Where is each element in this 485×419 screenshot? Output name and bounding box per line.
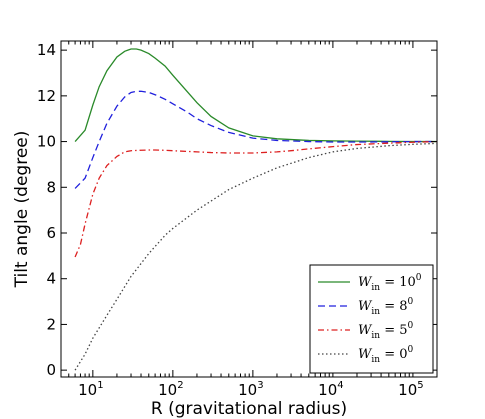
y-tick-label: 10 [37,133,56,151]
y-tick-label: 4 [46,270,56,288]
legend-label-3: Win = 00 [358,345,414,365]
legend-label-1: Win = 80 [358,297,414,317]
x-tick-label: 105 [398,380,423,399]
series-line-0 [74,48,437,143]
legend-box [309,264,434,374]
series-line-1 [74,90,437,189]
y-tick-label: 8 [46,178,56,196]
legend-label-0: Win = 100 [358,273,422,293]
x-tick-label: 104 [318,380,343,399]
y-tick-label: 12 [37,87,56,105]
x-tick-label: 101 [78,380,103,399]
series-line-3 [74,142,438,371]
y-tick-label: 0 [46,361,56,379]
y-tick-label: 14 [37,41,56,59]
y-tick-label: 6 [46,224,56,242]
legend: Win = 100 Win = 80 Win = 50 Win = 00 [309,264,434,374]
series-layer [74,48,438,371]
x-tick-label: 103 [238,380,263,399]
y-axis-label: Tilt angle (degree) [12,131,32,289]
x-axis-label: R (gravitational radius) [151,399,347,419]
legend-label-2: Win = 50 [358,321,414,341]
y-tick-label: 2 [46,315,56,333]
series-line-2 [74,140,438,258]
x-tick-label: 102 [158,380,183,399]
axis-ticks: 0 2 4 6 8 10 12 14 101 102 103 104 105 [37,41,438,399]
